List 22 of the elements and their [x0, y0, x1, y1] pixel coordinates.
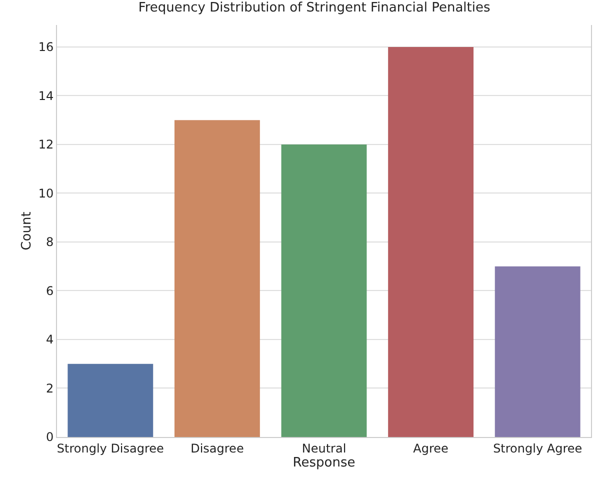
y-axis-title: Count — [19, 212, 34, 250]
x-axis-title: Response — [292, 455, 356, 470]
bar — [494, 266, 580, 437]
chart-title: Frequency Distribution of Stringent Financial Penalties — [138, 0, 490, 16]
y-tick-label: 8 — [46, 235, 54, 250]
y-tick-label: 10 — [38, 186, 54, 200]
bar — [68, 364, 154, 437]
y-tick-label: 0 — [46, 430, 54, 444]
bar — [281, 144, 367, 437]
y-tick-label: 16 — [38, 40, 54, 54]
y-tick-label: 4 — [46, 332, 54, 347]
bar — [174, 120, 260, 437]
y-tick-label: 2 — [46, 381, 54, 396]
x-tick-label: Disagree — [190, 441, 244, 456]
x-tick-label: Agree — [413, 441, 448, 456]
y-tick-label: 14 — [38, 88, 54, 103]
bar — [388, 46, 474, 437]
x-tick-label: Strongly Disagree — [56, 441, 164, 456]
y-tick-label: 12 — [38, 138, 54, 152]
y-tick-label: 6 — [46, 284, 54, 298]
x-tick-label: Strongly Agree — [493, 441, 582, 456]
x-tick-label: Neutral — [302, 441, 346, 456]
